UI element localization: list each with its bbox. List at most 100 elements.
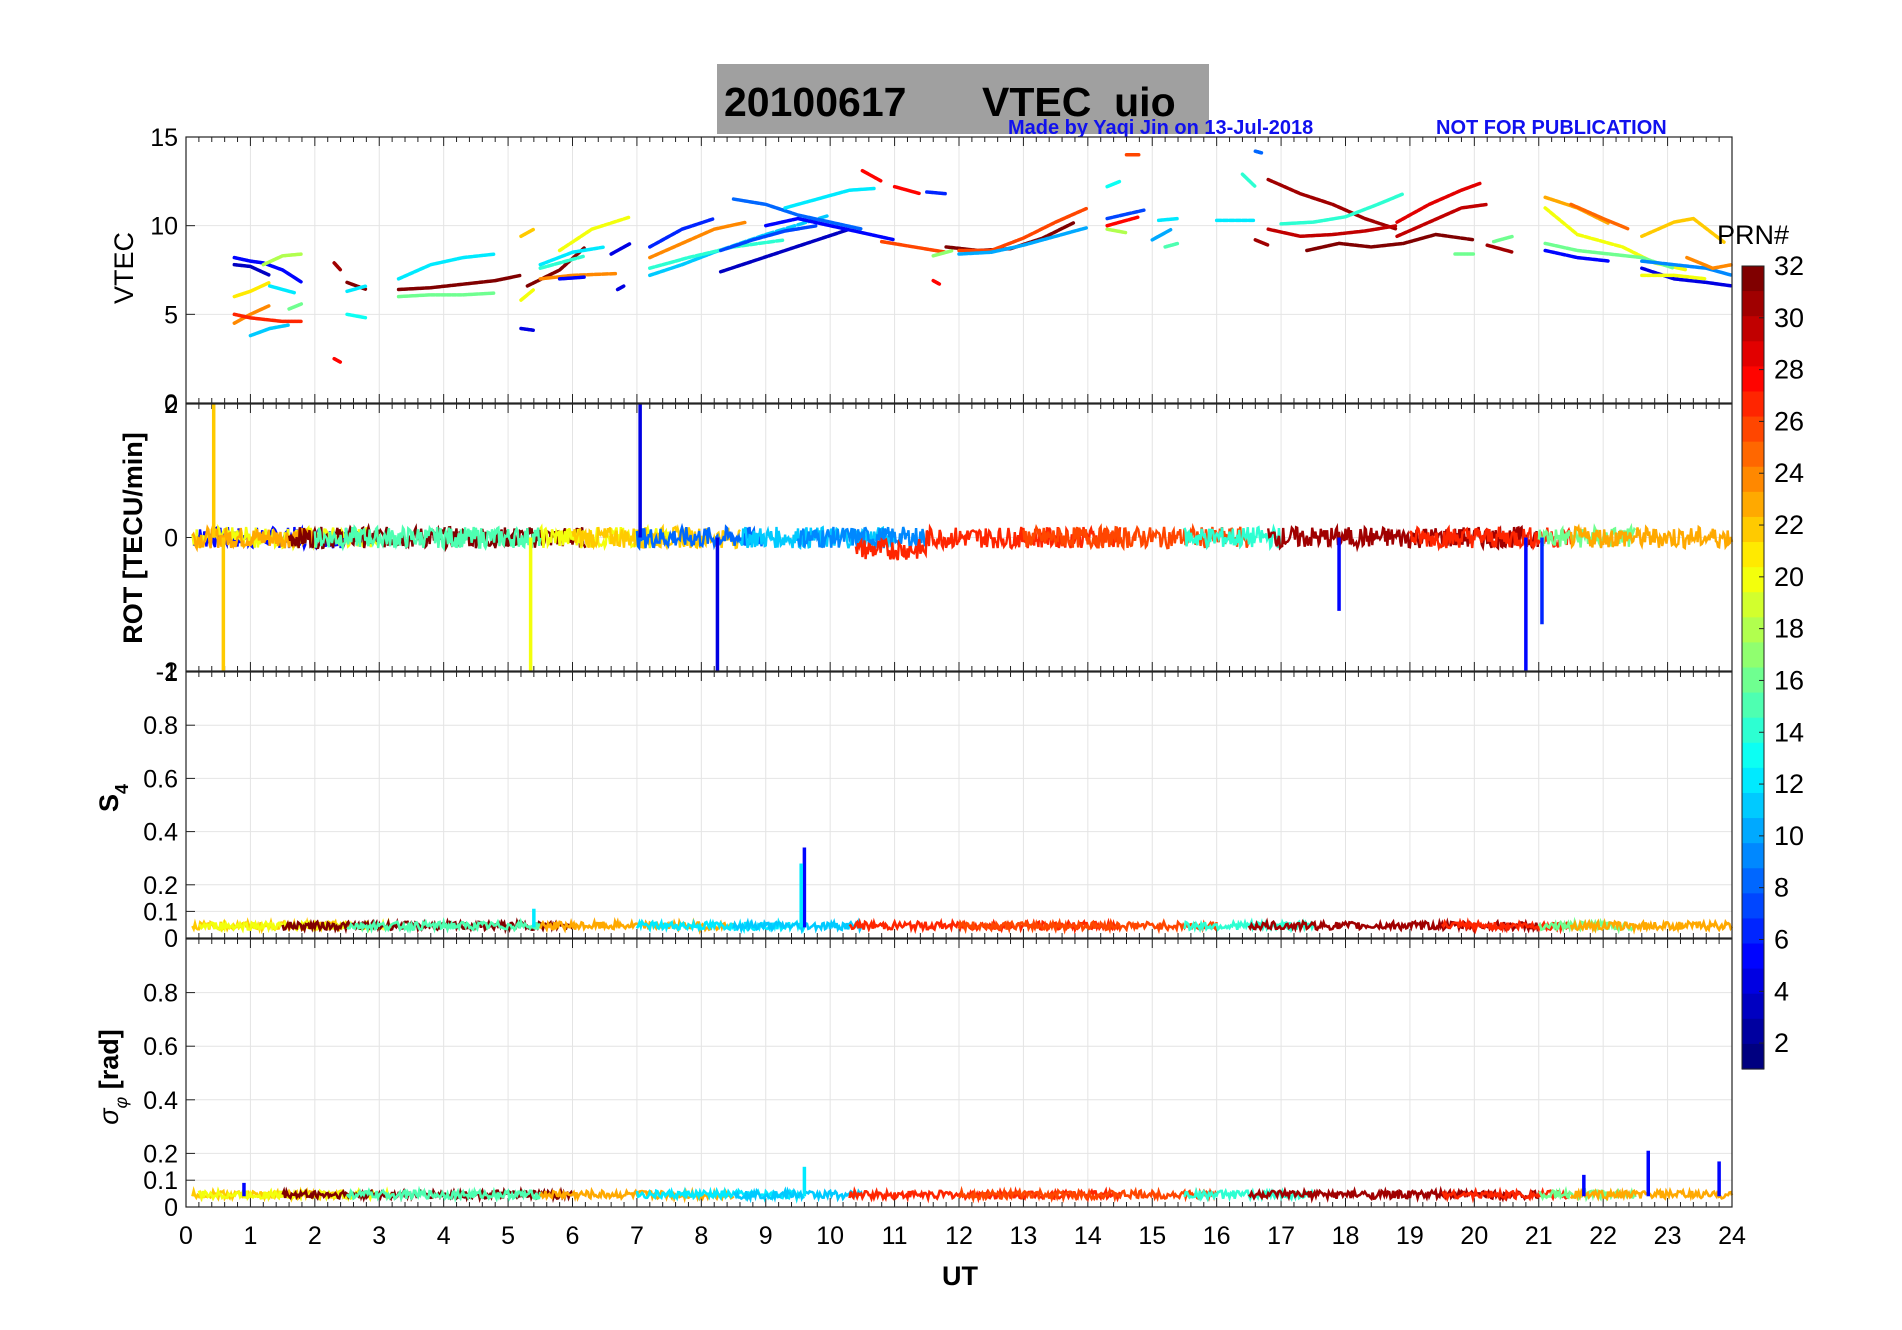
vtec-series-prn-24 [669,244,677,250]
x-tick-label: 13 [1010,1222,1038,1250]
colorbar-tick-label: 8 [1774,873,1789,903]
vtec-series-prn-5 [855,229,863,235]
vtec-series-prn-22 [529,227,535,233]
colorbar-cell [1742,341,1764,367]
x-tick-label: 16 [1203,1222,1231,1250]
vtec-series-prn-14 [538,265,548,270]
vtec-series-prn-30 [1454,206,1462,213]
vtec-series-prn-9 [1725,272,1733,277]
vtec-series-prn-30 [1411,225,1419,231]
vtec-series-prn-23 [1559,200,1567,206]
vtec-series-prn-22 [1661,223,1669,229]
vtec-series-prn-28 [1116,219,1124,225]
colorbar-cell [1742,441,1764,468]
vtec-series-prn-12 [586,247,595,252]
vtec-series-prn-22 [1718,237,1726,244]
vtec-series-prn-6 [653,240,661,246]
vtec-series-prn-12 [815,196,823,201]
vtec-series-prn-12 [597,245,605,250]
vtec-series-prn-12 [592,246,600,251]
s4-series-prn-26 [957,917,1218,935]
rot-ytick-label: -2 [156,658,178,686]
vtec-series-prn-10 [1166,227,1173,233]
vtec-series-prn-31 [1320,199,1328,204]
vtec-series-prn-25 [1601,216,1608,222]
vtec-series-prn-16 [298,302,304,307]
vtec-series-prn-7 [772,231,780,236]
vtec-series-prn-28 [892,184,900,190]
vtec-series-prn-20 [1548,210,1557,218]
vtec-series-prn-25 [1605,218,1613,224]
vtec-series-prn-26 [933,248,941,253]
vtec-series-prn-7 [1131,209,1140,215]
s4-frame [185,671,1733,939]
vtec-series-prn-20 [1575,232,1585,238]
vtec-series-prn-30 [1282,231,1290,236]
colorbar-cell [1742,843,1764,869]
vtec-series-prn-32 [1062,223,1070,230]
vtec-series-prn-3 [788,245,796,251]
vtec-series-prn-12 [445,258,453,263]
colorbar-cell [1742,416,1764,443]
vtec-series-prn-30 [1363,228,1371,233]
vtec-series-prn-14 [1359,207,1368,213]
vtec-series-prn-24 [1698,261,1705,266]
vtec-series-prn-7 [729,243,737,249]
vtec-series-prn-10 [1064,230,1072,236]
vtec-series-prn-22 [1666,221,1675,227]
x-tick-label: 8 [694,1222,708,1250]
vtec-series-prn-25 [1590,212,1598,218]
vtec-series-prn-12 [560,253,568,259]
vtec-series-prn-31 [1287,187,1296,193]
sig-series-prn-26 [957,1185,1218,1204]
vtec-series-prn-14 [546,262,555,268]
rot-series-prn-31 [1267,522,1540,553]
vtec-series-prn-4 [1650,270,1659,275]
vtec-series-prn-20 [1564,223,1573,231]
rot-series-prn-23 [1569,523,1734,551]
vtec-series-prn-24 [658,249,667,255]
vtec-series-prn-31 [1304,193,1312,199]
vtec-series-prn-31 [1325,200,1333,206]
vtec-series-prn-31 [337,267,343,272]
vtec-series-prn-8 [796,213,804,218]
vtec-series-prn-3 [815,236,823,242]
vtec-series-prn-4 [1640,266,1648,272]
vtec-series-prn-9 [1704,266,1711,271]
vtec-series-prn-20 [1605,241,1615,247]
vtec-series-prn-3 [751,258,759,263]
vtec-series-prn-3 [772,251,780,256]
vtec-series-prn-22 [1691,216,1699,224]
sig-ytick-label: 0.4 [143,1087,178,1115]
vtec-series-prn-30 [1416,223,1425,229]
vtec-series-prn-24 [733,221,742,227]
vtec-series-prn-12 [783,205,791,210]
vtec-series-prn-14 [1333,216,1341,221]
rot-ytick-label-extra: 2 [164,391,178,419]
vtec-series-prn-26 [885,240,893,245]
vtec-series-prn-16 [1554,244,1562,249]
vtec-series-prn-12 [423,263,431,269]
vtec-series-prn-12 [820,194,829,200]
vtec-series-prn-30 [1432,216,1441,222]
vtec-series-prn-12 [289,290,296,295]
vtec-series-prn-11 [680,261,688,267]
vtec-series-prn-32 [497,277,505,282]
vtec-series-prn-7 [1111,214,1120,219]
vtec-series-prn-14 [561,258,570,264]
vtec-series-prn-14 [1349,211,1357,217]
vtec-series-prn-5 [844,227,852,232]
vtec-series-prn-31 [1264,242,1270,247]
vtec-series-prn-28 [897,186,904,191]
vtec-series-prn-30 [1277,229,1285,235]
vtec-series-prn-26 [1053,218,1062,224]
vtec-series-prn-7 [724,245,732,251]
vtec-series-prn-12 [272,285,279,290]
sig-series-prn-15 [345,1185,542,1204]
vtec-series-prn-7 [804,225,813,230]
vtec-series-prn-26 [1037,226,1046,232]
vtec-series-prn-3 [264,272,271,277]
vtec-series-prn-14 [1343,213,1352,219]
x-tick-label: 19 [1396,1222,1424,1250]
vtec-series-prn-29 [1411,209,1419,216]
